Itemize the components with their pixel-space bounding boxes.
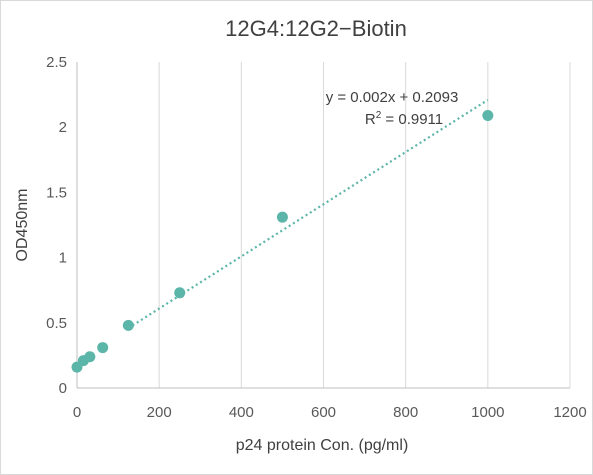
- data-point: [97, 342, 109, 354]
- y-tick-label: 0.5: [46, 315, 67, 332]
- y-tick-label: 0: [59, 380, 67, 397]
- r-squared-superscript: 2: [376, 110, 382, 121]
- r-squared-value: = 0.9911: [381, 111, 443, 128]
- r-squared-label: R2 = 0.9911: [365, 110, 443, 128]
- y-tick-label: 2.5: [46, 54, 67, 71]
- x-tick-label: 200: [147, 404, 172, 421]
- x-tick-label: 1000: [471, 404, 504, 421]
- data-points: [71, 109, 494, 373]
- y-tick-label: 2: [59, 119, 67, 136]
- x-axis-title: p24 protein Con. (pg/ml): [236, 437, 409, 454]
- data-point: [122, 319, 134, 331]
- y-tick-label: 1.5: [46, 184, 67, 201]
- x-tick-label: 800: [393, 404, 418, 421]
- data-point: [276, 211, 288, 223]
- trendline-group: [127, 98, 489, 330]
- x-tick-label: 1200: [553, 404, 586, 421]
- x-tick-label: 400: [229, 404, 254, 421]
- chart-title: 12G4:12G2−Biotin: [225, 16, 407, 41]
- x-tick-label: 600: [311, 404, 336, 421]
- trendline-equation: y = 0.002x + 0.2093: [326, 89, 459, 106]
- trendline: [127, 98, 489, 330]
- y-axis-title: OD450nm: [14, 189, 31, 262]
- data-point: [174, 287, 186, 299]
- r-squared-letter: R: [365, 111, 376, 128]
- y-tick-labels: 0 0.5 1 1.5 2 2.5: [46, 54, 67, 397]
- x-tick-labels: 0 200 400 600 800 1000 1200: [73, 404, 587, 421]
- x-tick-label: 0: [73, 404, 81, 421]
- data-point: [84, 351, 96, 363]
- data-point: [482, 109, 494, 121]
- y-tick-label: 1: [59, 250, 67, 267]
- axes: [76, 62, 570, 389]
